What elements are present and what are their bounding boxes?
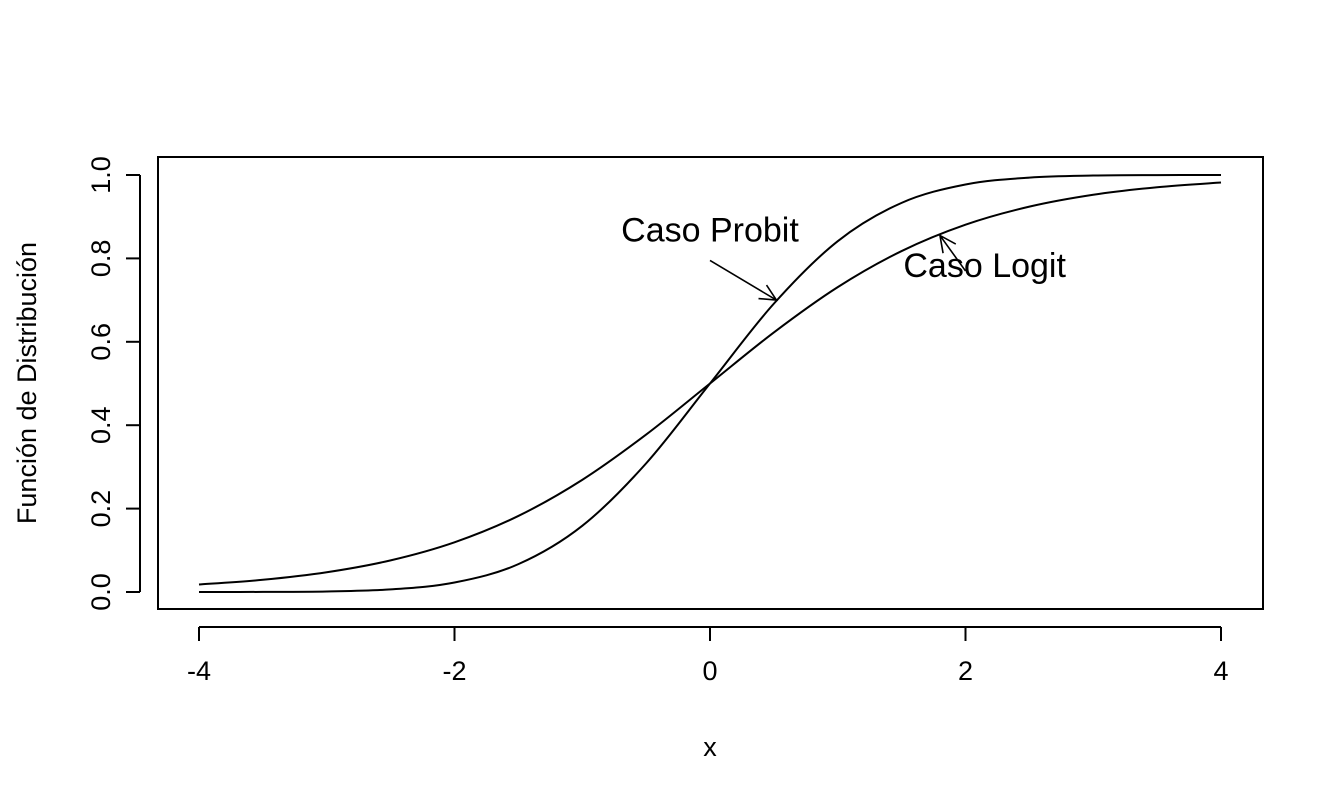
annotation-arrow xyxy=(938,233,967,272)
y-axis-title: Función de Distribución xyxy=(12,242,42,524)
x-tick-label: -4 xyxy=(187,656,211,686)
x-tick-label: -2 xyxy=(442,656,466,686)
x-tick-label: 4 xyxy=(1213,656,1228,686)
x-tick-label: 2 xyxy=(958,656,973,686)
x-axis-title: x xyxy=(703,732,717,762)
annotation-arrow xyxy=(709,259,779,302)
series-layer xyxy=(198,174,1222,593)
x-tick-label: 0 xyxy=(702,656,717,686)
y-tick-label: 0.6 xyxy=(86,323,116,361)
annotation-label: Caso Probit xyxy=(621,212,799,250)
y-axis: 0.0 0.2 0.4 0.6 0.8 1.0 xyxy=(86,156,141,611)
y-tick-label: 0.2 xyxy=(86,490,116,528)
annotation-label: Caso Logit xyxy=(903,247,1066,285)
y-tick-label: 0.0 xyxy=(86,573,116,611)
annotation-layer: Caso Probit Caso Logit xyxy=(621,212,1066,302)
y-tick-label: 1.0 xyxy=(86,156,116,194)
x-axis: -4 -2 0 2 4 xyxy=(187,626,1229,686)
y-tick-label: 0.4 xyxy=(86,406,116,444)
y-tick-label: 0.8 xyxy=(86,240,116,278)
plot-frame xyxy=(157,156,1264,610)
series-line-logit xyxy=(198,181,1222,586)
